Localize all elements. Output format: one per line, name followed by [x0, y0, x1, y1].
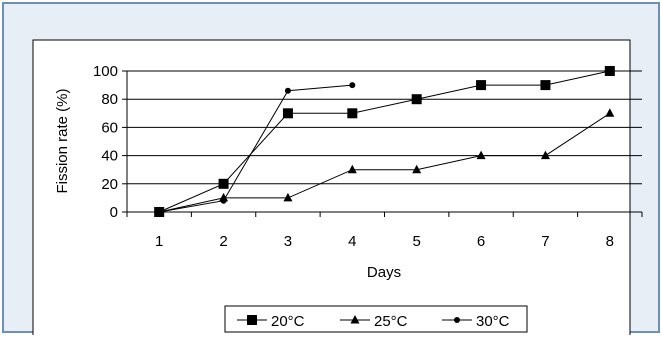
- data-point-25c: [605, 108, 615, 117]
- x-tick-label: 6: [477, 233, 485, 250]
- data-point-20c: [218, 178, 229, 189]
- data-point-30c: [349, 82, 356, 89]
- y-tick-label: 100: [93, 63, 118, 80]
- y-axis-label: Fission rate (%): [54, 88, 71, 193]
- data-point-30c: [156, 209, 163, 215]
- legend-marker-20c: [247, 315, 257, 325]
- x-tick-label: 3: [284, 233, 292, 250]
- x-tick-label: 8: [606, 233, 614, 250]
- x-axis-label: Days: [367, 264, 401, 281]
- data-point-25c: [347, 164, 357, 174]
- data-point-25c: [283, 192, 293, 202]
- legend-label-20c: 20°C: [271, 313, 305, 330]
- x-tick-label: 5: [413, 233, 421, 250]
- y-tick-label: 20: [101, 176, 118, 193]
- legend-box: [224, 305, 528, 333]
- data-point-25c: [540, 150, 550, 160]
- data-point-25c: [476, 150, 486, 160]
- y-tick-label: 60: [101, 119, 118, 136]
- legend: 20°C 25°C 30°C: [224, 305, 528, 333]
- legend-label-30c: 30°C: [476, 313, 510, 330]
- data-point-20c: [347, 108, 358, 119]
- data-point-20c: [604, 66, 615, 76]
- data-point-20c: [540, 80, 551, 91]
- data-point-20c: [476, 80, 487, 91]
- data-point-25c: [412, 164, 422, 174]
- data-point-30c: [284, 87, 291, 94]
- y-tick-label: 80: [101, 91, 118, 108]
- legend-marker-25c: [350, 315, 360, 324]
- data-point-20c: [411, 94, 422, 105]
- data-point-30c: [220, 197, 227, 204]
- axes: 0 20 40 60 80 100 1 2 3 4 5 6 7 8: [93, 63, 643, 250]
- x-tick-label: 4: [348, 233, 356, 250]
- legend-label-25c: 25°C: [374, 313, 408, 330]
- series-line-25c: [159, 112, 611, 213]
- x-tick-label: 2: [219, 233, 227, 250]
- series-line-30c: [159, 84, 353, 213]
- legend-marker-30c: [454, 317, 460, 323]
- series-lines: [154, 66, 615, 217]
- x-tick-label: 1: [155, 233, 163, 250]
- y-tick-label: 40: [101, 148, 118, 165]
- gridlines: [127, 70, 642, 185]
- chart-area: [32, 39, 631, 338]
- x-tick-label: 7: [541, 233, 549, 250]
- series-line-20c: [158, 70, 610, 213]
- y-tick-label: 0: [110, 204, 118, 221]
- data-point-20c: [282, 108, 293, 119]
